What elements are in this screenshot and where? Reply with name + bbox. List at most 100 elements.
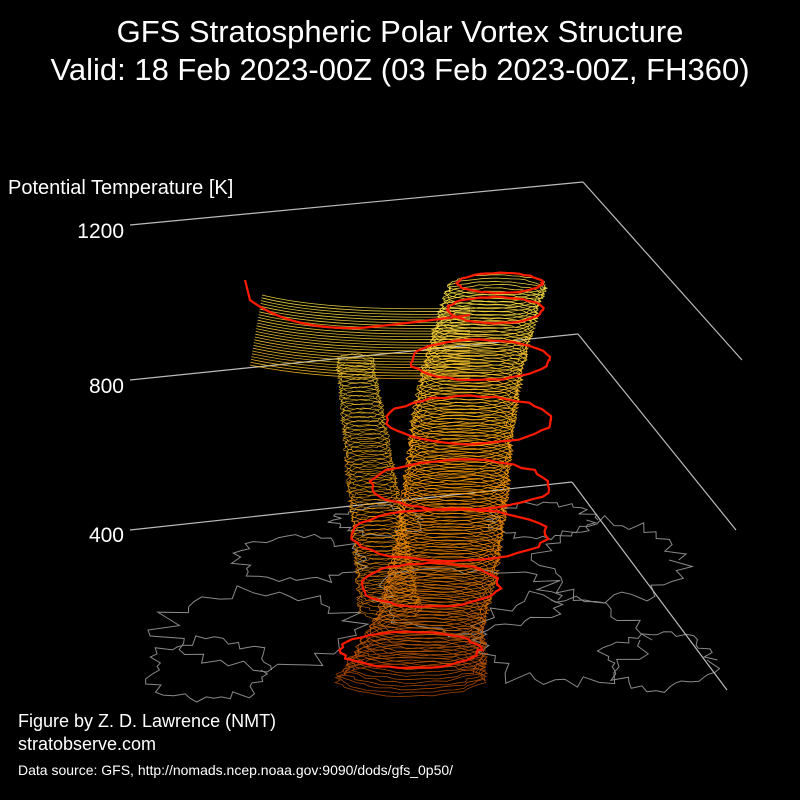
vortex-lobe-ring (343, 453, 394, 471)
vortex-lobe-ring (338, 390, 382, 406)
vortex-lobe-ring (357, 599, 422, 621)
vortex-ring (429, 330, 531, 353)
vortex-ring (377, 591, 489, 623)
author-credit: Figure by Z. D. Lawrence (NMT) (18, 711, 277, 731)
vortex-lobe-ring (344, 474, 398, 492)
vortex-lobe-ring (344, 461, 396, 479)
vortex-shelf-line (251, 353, 471, 368)
grid-diag-1 (577, 333, 737, 531)
vortex-shelf-line (261, 297, 471, 312)
vortex-ring (384, 581, 492, 613)
vortex-ring (423, 349, 526, 374)
vortex-ring (406, 437, 514, 465)
vortex-shelf-line (255, 333, 471, 349)
z-tick-400: 400 (89, 524, 124, 547)
vortex-shelf-line (252, 350, 471, 366)
vortex-ring (410, 411, 516, 438)
vortex-ring (441, 287, 544, 310)
chart-subtitle: Valid: 18 Feb 2023-00Z (03 Feb 2023-00Z,… (50, 52, 750, 87)
vortex-ring (393, 522, 504, 552)
vortex-ring (433, 317, 537, 340)
z-axis-label: Potential Temperature [K] (8, 177, 233, 199)
vortex-ring (364, 617, 485, 650)
vortex-shelf-line (257, 319, 471, 335)
vortex-ring (346, 646, 487, 681)
contour-ring-5 (409, 338, 552, 382)
vortex-ring (354, 630, 487, 664)
vortex-lobe-ring (356, 590, 422, 613)
vortex-isosurface (243, 271, 553, 697)
vortex-lobe-ring (355, 571, 417, 591)
vortex-lobe-ring (340, 399, 384, 414)
coastline-2 (530, 514, 695, 604)
coastline-5 (145, 635, 272, 703)
grid-diag-0 (582, 181, 743, 361)
coastline-8 (485, 501, 599, 541)
vortex-ring (359, 623, 487, 657)
vortex-shelf-line (253, 342, 471, 357)
vortex-ring (447, 277, 548, 299)
coastline-3 (230, 533, 369, 584)
vortex-ring (423, 352, 525, 377)
vortex-ring (403, 480, 510, 508)
vortex-ring (349, 640, 488, 674)
vortex-lobe-ring (336, 366, 377, 380)
vortex-shelf-line (260, 303, 471, 318)
contour-ring-0 (338, 630, 484, 669)
vortex-shelf-line (257, 322, 471, 338)
vortex-ring (430, 333, 531, 357)
vortex-lobe-ring (338, 378, 380, 392)
vortex-lobe-ring (340, 407, 386, 423)
vortex-ring (398, 512, 505, 542)
vortex-ring (405, 450, 511, 478)
vortex-ring (421, 356, 524, 380)
contour-ring-6 (445, 295, 545, 325)
vortex-lobe-ring (343, 436, 391, 453)
vortex-ring (401, 487, 508, 515)
vortex-ring (394, 516, 503, 546)
vortex-ring (334, 662, 487, 697)
contour-ring-2 (350, 507, 550, 563)
vortex-ring (417, 369, 523, 394)
grid-line-0 (129, 181, 584, 226)
grid-diag-2 (571, 481, 728, 691)
coastline-0 (147, 585, 370, 673)
vortex-shelf-line (250, 359, 471, 374)
z-tick-1200: 1200 (77, 220, 124, 243)
vortex-ring (402, 470, 510, 498)
vortex-lobe-ring (354, 562, 414, 583)
vortex-shelf-line (260, 300, 471, 315)
vortex-shelf-line (258, 314, 471, 329)
vortex-ring (412, 404, 518, 431)
vortex-lobe-ring (345, 445, 393, 462)
vortex-ring (443, 283, 546, 306)
vortex-shelf-line (249, 364, 471, 380)
vortex-ring (435, 314, 537, 336)
vortex-ring (344, 650, 488, 684)
data-source: Data source: GFS, http://nomads.ncep.noa… (18, 762, 454, 778)
contour-shelf-edge (243, 279, 471, 330)
vortex-lobe-ring (343, 428, 390, 445)
vortex-lobe-ring (349, 503, 404, 522)
z-tick-800: 800 (89, 375, 124, 398)
vortex-shelf-line (251, 356, 471, 371)
vortex-lobe-ring (338, 382, 381, 397)
vortex-lobe-ring (344, 465, 396, 484)
vortex-ring (419, 365, 524, 391)
contour-ring-3 (368, 458, 551, 512)
vortex-ring (436, 310, 539, 333)
vortex-ring (439, 294, 541, 316)
chart-title: GFS Stratospheric Polar Vortex Structure (116, 14, 684, 49)
vortex-ring (368, 611, 486, 644)
vortex-ring (356, 633, 486, 667)
coastline-1 (371, 567, 565, 638)
vortex-shelf-line (254, 339, 471, 354)
contour-ring-1 (360, 561, 503, 609)
z-tick-labels: 400 800 1200 (77, 220, 124, 547)
vortex-ring (371, 607, 487, 640)
vortex-shelf-line (252, 347, 471, 363)
vortex-shelf-line (261, 294, 471, 310)
vortex-ring (412, 398, 519, 425)
vortex-shelf-line (254, 336, 471, 352)
